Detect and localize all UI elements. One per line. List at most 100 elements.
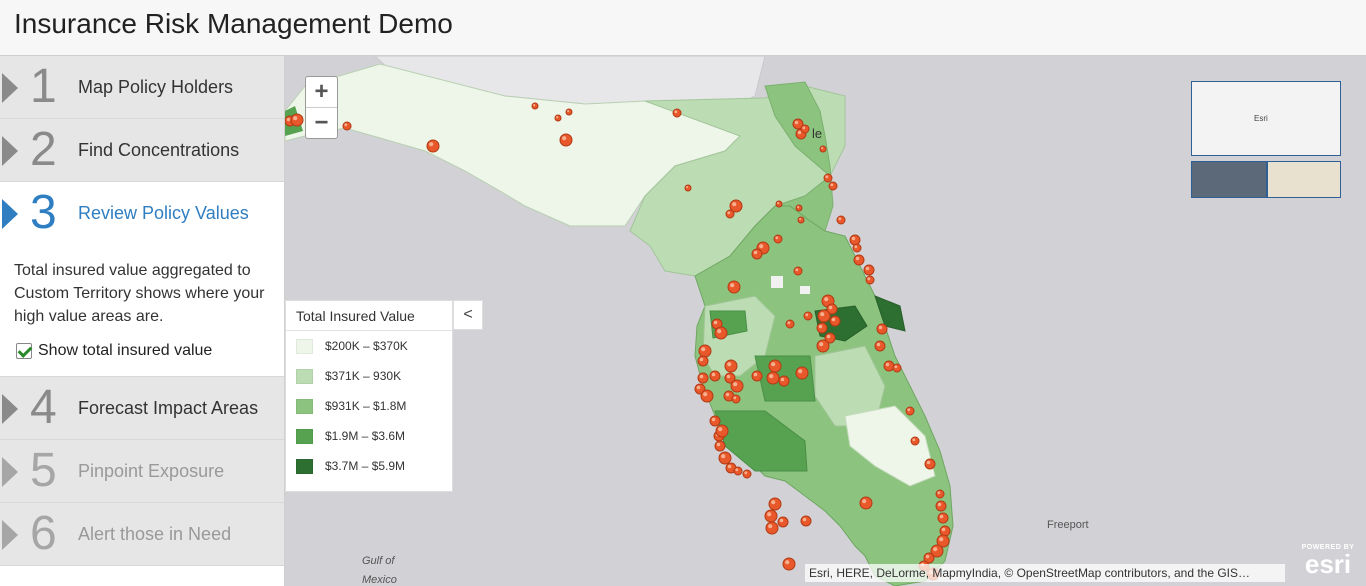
policy-marker[interactable] bbox=[817, 309, 831, 323]
policy-marker[interactable] bbox=[700, 389, 714, 403]
policy-marker[interactable] bbox=[924, 458, 936, 470]
policy-marker-highlight bbox=[701, 347, 706, 352]
policy-marker[interactable] bbox=[874, 340, 886, 352]
step-5-pinpoint-exposure[interactable]: 5 Pinpoint Exposure bbox=[0, 440, 284, 503]
policy-marker[interactable] bbox=[727, 280, 741, 294]
policy-marker-highlight bbox=[925, 554, 930, 559]
policy-marker[interactable] bbox=[800, 124, 810, 134]
policy-marker[interactable] bbox=[829, 315, 841, 327]
policy-marker[interactable] bbox=[935, 500, 947, 512]
policy-marker[interactable] bbox=[852, 243, 862, 253]
policy-marker-highlight bbox=[753, 372, 758, 377]
policy-marker[interactable] bbox=[853, 254, 865, 266]
policy-marker[interactable] bbox=[565, 108, 573, 116]
policy-marker[interactable] bbox=[290, 113, 304, 127]
policy-marker[interactable] bbox=[773, 234, 783, 244]
policy-marker-highlight bbox=[907, 408, 911, 412]
policy-marker[interactable] bbox=[859, 496, 873, 510]
policy-marker[interactable] bbox=[764, 509, 778, 523]
policy-marker-highlight bbox=[767, 512, 772, 517]
policy-marker[interactable] bbox=[709, 370, 721, 382]
policy-marker[interactable] bbox=[910, 436, 920, 446]
policy-marker[interactable] bbox=[795, 366, 809, 380]
policy-marker[interactable] bbox=[729, 199, 743, 213]
policy-marker[interactable] bbox=[865, 275, 875, 285]
policy-marker[interactable] bbox=[803, 311, 813, 321]
policy-marker[interactable] bbox=[836, 215, 846, 225]
policy-marker[interactable] bbox=[883, 360, 895, 372]
step-3-review-policy-values[interactable]: 3 Review Policy Values Total insured val… bbox=[0, 182, 284, 377]
policy-marker[interactable] bbox=[697, 355, 709, 367]
policy-marker[interactable] bbox=[765, 521, 779, 535]
policy-marker[interactable] bbox=[342, 121, 352, 131]
policy-marker[interactable] bbox=[849, 234, 861, 246]
legend-swatch bbox=[296, 338, 313, 354]
step-arrow-icon bbox=[2, 73, 18, 103]
policy-marker[interactable] bbox=[797, 216, 805, 224]
policy-marker[interactable] bbox=[819, 145, 827, 153]
policy-marker[interactable] bbox=[766, 371, 780, 385]
show-total-insured-value-toggle[interactable]: Show total insured value bbox=[14, 342, 270, 360]
basemap-thumbnail-imagery[interactable] bbox=[1191, 161, 1267, 198]
policy-marker[interactable] bbox=[730, 379, 744, 393]
policy-marker[interactable] bbox=[715, 424, 729, 438]
policy-marker[interactable] bbox=[785, 319, 795, 329]
basemap-thumbnail-streets[interactable]: Esri bbox=[1191, 81, 1341, 156]
policy-marker[interactable] bbox=[828, 181, 838, 191]
policy-marker-highlight bbox=[798, 369, 803, 374]
policy-marker[interactable] bbox=[768, 497, 782, 511]
policy-marker[interactable] bbox=[778, 375, 790, 387]
policy-marker-highlight bbox=[567, 110, 570, 113]
policy-marker[interactable] bbox=[823, 173, 833, 183]
checkbox-checked-icon[interactable] bbox=[16, 343, 32, 359]
policy-marker[interactable] bbox=[800, 515, 812, 527]
policy-marker[interactable] bbox=[751, 370, 763, 382]
step-2-find-concentrations[interactable]: 2 Find Concentrations bbox=[0, 119, 284, 182]
policy-marker[interactable] bbox=[863, 264, 875, 276]
policy-marker-highlight bbox=[699, 357, 704, 362]
policy-marker[interactable] bbox=[714, 440, 726, 452]
legend-collapse-button[interactable]: < bbox=[453, 300, 483, 330]
zoom-in-button[interactable]: + bbox=[306, 77, 337, 108]
policy-marker[interactable] bbox=[697, 372, 709, 384]
step-1-map-policy-holders[interactable]: 1 Map Policy Holders bbox=[0, 56, 284, 119]
policy-marker[interactable] bbox=[559, 133, 573, 147]
policy-marker[interactable] bbox=[718, 451, 732, 465]
policy-marker[interactable] bbox=[554, 114, 562, 122]
policy-marker-highlight bbox=[771, 362, 776, 367]
policy-marker[interactable] bbox=[751, 248, 763, 260]
policy-marker[interactable] bbox=[892, 363, 902, 373]
policy-marker[interactable] bbox=[724, 359, 738, 373]
policy-marker[interactable] bbox=[937, 512, 949, 524]
policy-marker[interactable] bbox=[935, 489, 945, 499]
policy-marker[interactable] bbox=[905, 406, 915, 416]
policy-marker[interactable] bbox=[698, 344, 712, 358]
policy-marker[interactable] bbox=[782, 557, 796, 571]
policy-marker[interactable] bbox=[775, 200, 783, 208]
policy-marker[interactable] bbox=[793, 266, 803, 276]
policy-marker[interactable] bbox=[768, 359, 782, 373]
policy-marker[interactable] bbox=[777, 516, 789, 528]
policy-marker[interactable] bbox=[672, 108, 682, 118]
policy-marker[interactable] bbox=[709, 415, 721, 427]
policy-marker[interactable] bbox=[876, 323, 888, 335]
policy-marker[interactable] bbox=[816, 322, 828, 334]
policy-marker[interactable] bbox=[733, 466, 743, 476]
map-view[interactable]: le Freeport Gulf of Mexico + − Esri Tota… bbox=[285, 56, 1366, 586]
policy-markers-layer[interactable] bbox=[285, 56, 1366, 586]
policy-marker[interactable] bbox=[531, 102, 539, 110]
policy-marker[interactable] bbox=[795, 204, 803, 212]
policy-marker[interactable] bbox=[426, 139, 440, 153]
policy-marker-highlight bbox=[933, 547, 938, 552]
step-4-forecast-impact-areas[interactable]: 4 Forecast Impact Areas bbox=[0, 377, 284, 440]
policy-marker[interactable] bbox=[742, 469, 752, 479]
policy-marker[interactable] bbox=[684, 184, 692, 192]
policy-marker[interactable] bbox=[816, 339, 830, 353]
zoom-out-button[interactable]: − bbox=[314, 109, 329, 136]
policy-marker[interactable] bbox=[714, 326, 728, 340]
step-header[interactable]: 3 Review Policy Values bbox=[0, 182, 284, 245]
basemap-thumbnail-topo[interactable] bbox=[1267, 161, 1341, 198]
policy-marker[interactable] bbox=[731, 394, 741, 404]
step-6-alert-those-in-need[interactable]: 6 Alert those in Need bbox=[0, 503, 284, 566]
policy-marker[interactable] bbox=[939, 525, 951, 537]
